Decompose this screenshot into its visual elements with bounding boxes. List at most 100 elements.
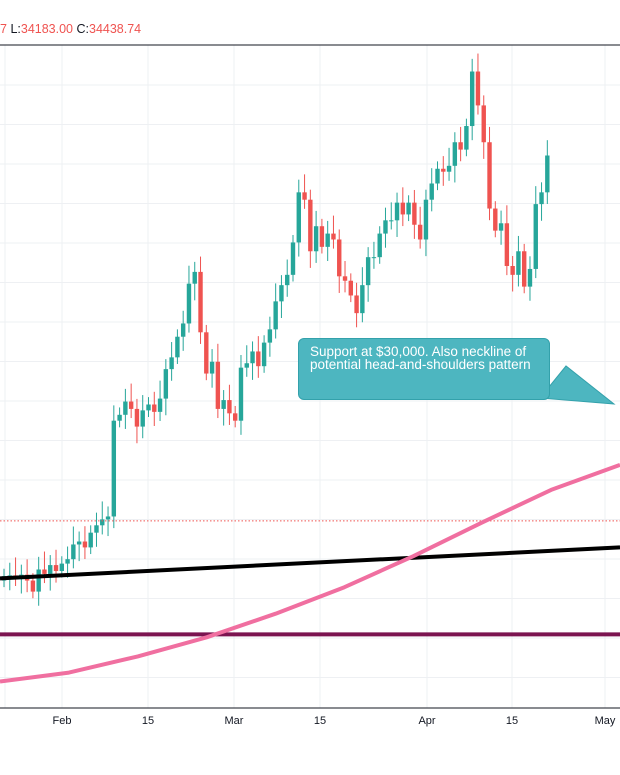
x-tick-label: Apr — [418, 715, 435, 727]
low-label: L: — [10, 22, 21, 36]
candle-body — [481, 105, 486, 143]
candle-body — [475, 71, 481, 106]
candle-body — [59, 563, 64, 571]
candle-body — [435, 168, 440, 184]
candle-body — [53, 565, 59, 571]
candle-body — [487, 142, 492, 209]
candle-body — [527, 268, 533, 287]
candle-body — [279, 285, 284, 302]
candle-body — [30, 580, 36, 592]
candle-body — [469, 71, 475, 127]
candle-body — [290, 242, 296, 275]
candle-body — [175, 336, 180, 358]
x-tick-label: Feb — [53, 715, 72, 727]
candle-body — [389, 220, 394, 222]
candle-body — [458, 142, 463, 150]
x-tick-label: 15 — [314, 715, 326, 727]
candle-body — [227, 400, 232, 414]
callout-text: Support at $30,000. Also neckline of pot… — [310, 344, 531, 372]
candle-body — [36, 569, 41, 592]
chart-overlays — [0, 365, 620, 684]
x-axis: Feb 15 Mar 15 Apr 15 May — [53, 715, 616, 727]
x-tick-label: Mar — [225, 715, 244, 727]
candle-body — [169, 357, 174, 370]
close-label: C: — [76, 22, 90, 36]
candle-body — [76, 541, 82, 545]
candle-body — [204, 332, 209, 374]
candle-body — [412, 202, 417, 225]
open-value-fragment: 7 — [0, 22, 7, 36]
candle-body — [146, 404, 151, 411]
candle-body — [65, 559, 70, 564]
neckline-trendline — [0, 545, 620, 581]
candle-body — [331, 233, 336, 240]
candle-body — [42, 569, 47, 574]
candle-body — [152, 404, 157, 412]
candle-body — [371, 257, 377, 259]
candle-body — [94, 525, 99, 533]
candle-body — [493, 208, 498, 231]
candle-body — [325, 233, 330, 247]
candle-body — [498, 223, 504, 231]
close-value: 34438.74 — [89, 22, 142, 36]
candle-body — [256, 351, 261, 367]
candle-body — [464, 126, 469, 150]
moving-average-line — [0, 463, 620, 684]
candle-body — [308, 199, 313, 252]
support-annotation-callout[interactable]: Support at $30,000. Also neckline of pot… — [298, 338, 550, 400]
candle-body — [342, 276, 348, 281]
candle-body — [134, 408, 140, 427]
candle-body — [88, 532, 93, 548]
candle-body — [377, 233, 382, 258]
candle-body — [354, 295, 359, 314]
candle-body — [337, 239, 342, 277]
candle-body — [429, 183, 434, 200]
candle-body — [504, 223, 510, 266]
candle-body — [533, 204, 538, 269]
candle-body — [250, 351, 255, 364]
candle-body — [186, 283, 192, 324]
candle-body — [273, 301, 278, 330]
candle-body — [296, 192, 301, 243]
x-tick-label: 15 — [142, 715, 154, 727]
candle-body — [198, 271, 203, 333]
candle-body — [180, 323, 186, 337]
candle-body — [238, 367, 244, 421]
candle-body — [140, 410, 145, 427]
candle-body — [348, 280, 353, 296]
candle-body — [516, 251, 521, 275]
candle-body — [117, 414, 122, 421]
candle-body — [128, 401, 134, 409]
candle-body — [215, 361, 221, 409]
candle-body — [209, 361, 215, 374]
candle-body — [400, 202, 406, 215]
candle-body — [267, 329, 273, 343]
candle-body — [71, 544, 76, 560]
candle-body — [100, 519, 105, 526]
candle-body — [233, 413, 238, 421]
candle-body — [446, 165, 452, 172]
candle-body — [302, 192, 307, 200]
candle-body — [123, 401, 128, 415]
candle-body — [105, 516, 111, 520]
candle-body — [319, 226, 325, 247]
candle-body — [423, 199, 429, 240]
candle-body — [406, 202, 411, 215]
ohlc-legend: 7 L:34183.00 C:34438.74 — [0, 22, 141, 36]
candle-body — [82, 541, 88, 548]
callout-pointer — [539, 365, 616, 405]
candle-body — [157, 398, 163, 412]
candle-body — [452, 142, 458, 166]
x-tick-label: 15 — [506, 715, 518, 727]
candle-body — [285, 274, 290, 286]
candle-body — [510, 266, 515, 275]
candle-body — [313, 226, 319, 252]
candle-body — [394, 202, 400, 221]
candle-body — [441, 168, 446, 172]
candlestick-series — [1, 53, 550, 606]
candle-body — [48, 565, 53, 574]
candle-body — [111, 420, 117, 517]
candle-body — [163, 369, 169, 399]
candle-body — [545, 155, 550, 193]
low-value: 34183.00 — [20, 22, 74, 36]
